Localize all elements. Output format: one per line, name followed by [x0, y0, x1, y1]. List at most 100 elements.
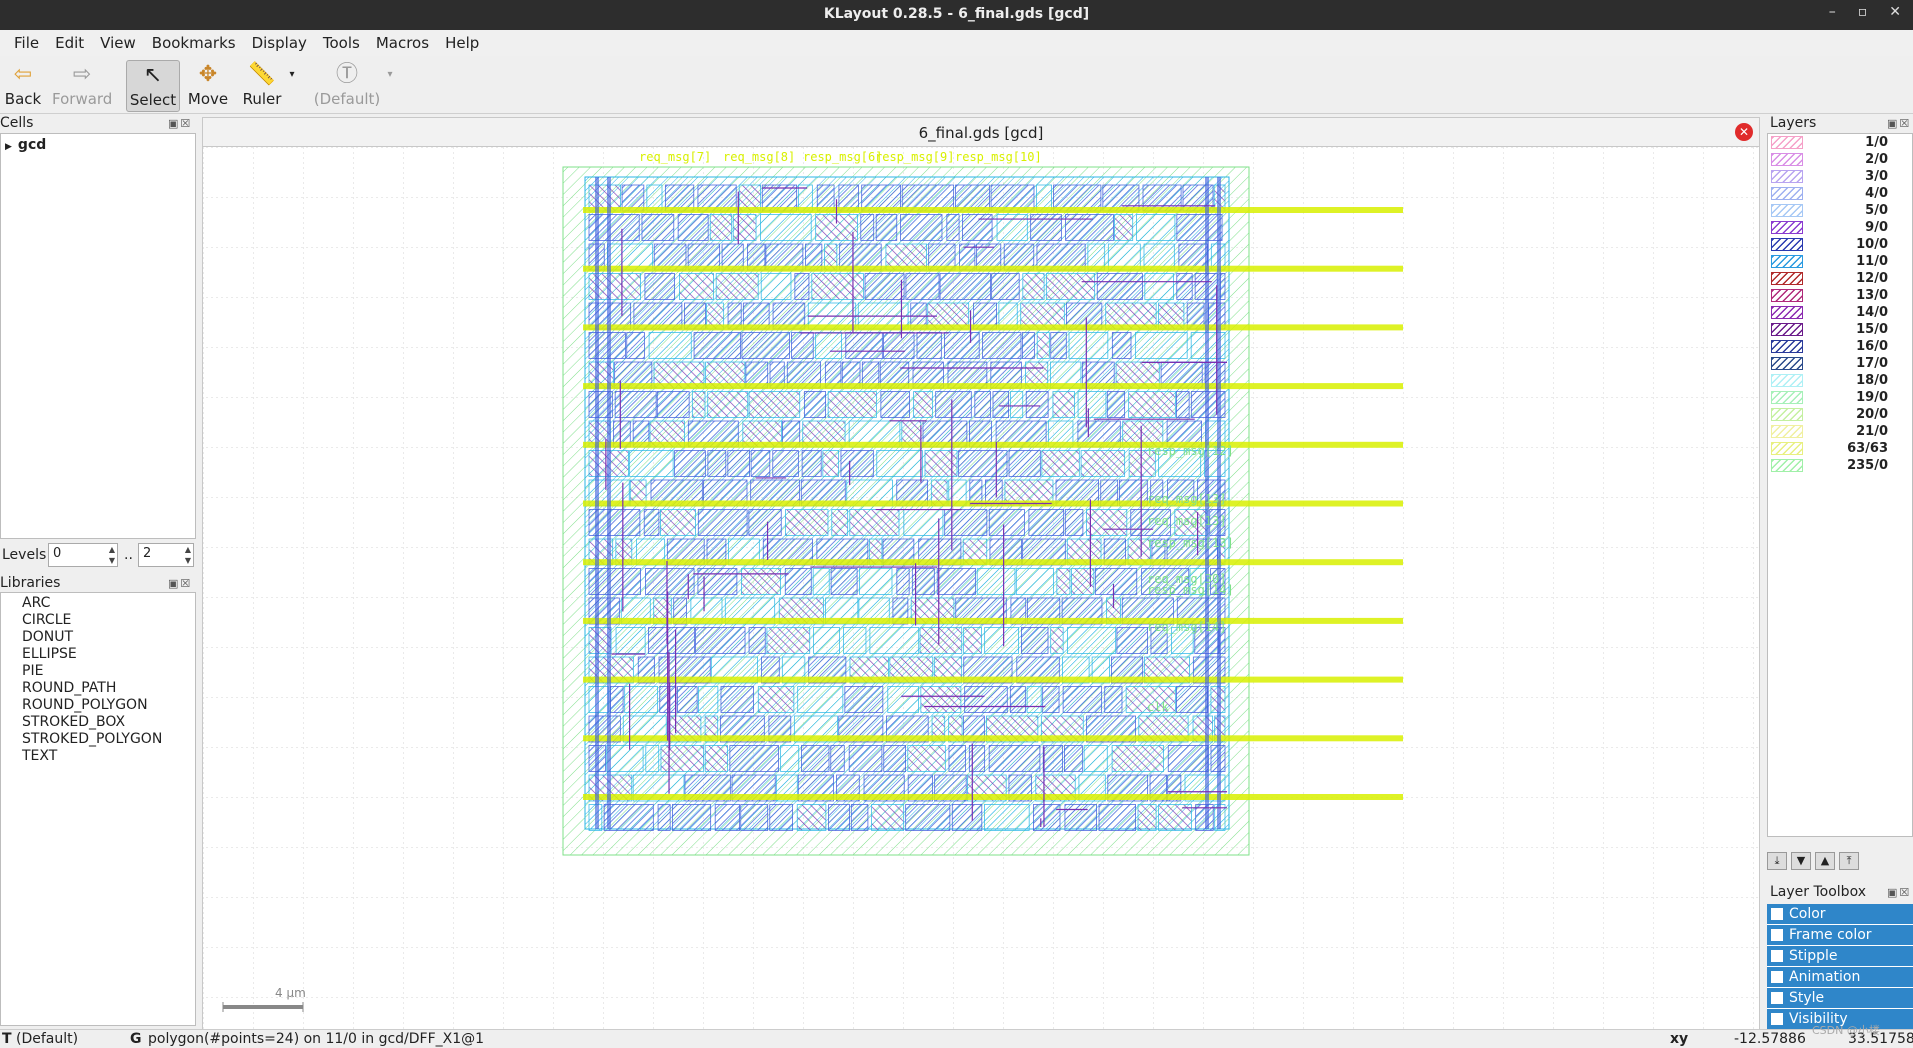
layer-row[interactable]: 11/0: [1768, 253, 1912, 270]
minimize-button[interactable]: –: [1828, 4, 1836, 20]
layer-row[interactable]: 19/0: [1768, 389, 1912, 406]
menu-display[interactable]: Display: [251, 34, 307, 52]
layout-canvas[interactable]: resp_msg[12] req_msg[13] req_msg[13] resp_m…: [202, 147, 1760, 1029]
libraries-dock-controls[interactable]: ▣☒: [168, 577, 193, 590]
power-rail: [583, 794, 1403, 800]
default-mode-button[interactable]: Ⓣ (Default): [313, 62, 381, 108]
toolbox-style[interactable]: Style: [1767, 988, 1913, 1009]
menu-help[interactable]: Help: [445, 34, 480, 52]
std-cell: [1158, 450, 1202, 477]
pin-labels: resp_msg[12] req_msg[13] req_msg[13] resp_m…: [639, 150, 1234, 714]
std-cell: [748, 391, 801, 418]
ruler-button[interactable]: 📏 Ruler: [240, 60, 284, 112]
layer-row[interactable]: 15/0: [1768, 321, 1912, 338]
close-window-button[interactable]: ✕: [1889, 4, 1901, 20]
toolbox-visibility[interactable]: Visibility: [1767, 1009, 1913, 1030]
std-cell: [869, 627, 920, 654]
layer-row[interactable]: 13/0: [1768, 287, 1912, 304]
library-item[interactable]: STROKED_POLYGON: [22, 731, 163, 747]
std-cell: [976, 568, 1016, 595]
libraries-list[interactable]: ARC CIRCLE DONUT ELLIPSE PIE ROUND_PATH …: [0, 592, 196, 1026]
layout-drawing[interactable]: resp_msg[12] req_msg[13] req_msg[13] resp_m…: [203, 147, 1760, 1029]
move-layer-up-icon[interactable]: ▲: [1815, 852, 1835, 870]
library-item[interactable]: ROUND_PATH: [22, 680, 117, 696]
back-button[interactable]: ⇦ Back: [4, 62, 42, 108]
layer-row[interactable]: 16/0: [1768, 338, 1912, 355]
ruler-dropdown[interactable]: ▾: [286, 60, 298, 112]
menu-tools[interactable]: Tools: [322, 34, 360, 52]
library-item[interactable]: TEXT: [22, 748, 58, 764]
menu-view[interactable]: View: [100, 34, 136, 52]
layer-swatch: [1771, 272, 1803, 285]
close-tab-icon[interactable]: ✕: [1735, 123, 1753, 141]
move-button[interactable]: ✥ Move: [187, 62, 229, 108]
layer-row[interactable]: 14/0: [1768, 304, 1912, 321]
toolbox-animation[interactable]: Animation: [1767, 967, 1913, 988]
move-layer-down-icon[interactable]: ▼: [1791, 852, 1811, 870]
layout-tab[interactable]: 6_final.gds [gcd] ✕: [202, 117, 1760, 147]
layer-row[interactable]: 5/0: [1768, 202, 1912, 219]
move-icon: ✥: [198, 62, 218, 87]
forward-button[interactable]: ⇨ Forward: [52, 62, 113, 108]
std-cell: [695, 627, 746, 654]
std-cell: [741, 568, 782, 595]
std-cell: [827, 391, 877, 418]
toolbox-dock-controls[interactable]: ▣☒: [1887, 886, 1912, 899]
cells-dock-controls[interactable]: ▣☒: [168, 117, 193, 130]
cell-tree-item[interactable]: ▶ gcd: [5, 137, 47, 153]
levels-from-spinbox[interactable]: 0 ▲ ▼: [48, 543, 118, 567]
library-item[interactable]: DONUT: [22, 629, 74, 645]
expand-arrow-icon[interactable]: ▶: [5, 142, 12, 152]
move-layer-top-icon[interactable]: ⤒: [1839, 852, 1859, 870]
layer-row[interactable]: 1/0: [1768, 134, 1912, 151]
layer-row[interactable]: 63/63: [1768, 440, 1912, 457]
layers-list[interactable]: 1/0 2/0 3/0 4/0 5/0 9/0 10/0 11/0 12/0 13/0 14/0 15…: [1767, 133, 1913, 837]
menu-bookmarks[interactable]: Bookmarks: [151, 34, 236, 52]
chip-layout[interactable]: [562, 166, 1403, 856]
layer-name: 15/0: [1856, 322, 1888, 337]
menu-edit[interactable]: Edit: [55, 34, 85, 52]
std-cell: [614, 391, 657, 418]
std-cell: [830, 745, 845, 772]
library-item[interactable]: CIRCLE: [22, 612, 72, 628]
select-button[interactable]: ↖ Select: [126, 60, 180, 112]
layer-row[interactable]: 3/0: [1768, 168, 1912, 185]
menu-file[interactable]: File: [14, 34, 40, 52]
layer-row[interactable]: 17/0: [1768, 355, 1912, 372]
library-item[interactable]: STROKED_BOX: [22, 714, 126, 730]
std-cell: [1022, 273, 1045, 300]
std-cell: [1045, 273, 1096, 300]
toolbox-frame-color[interactable]: Frame color: [1767, 925, 1913, 946]
layer-row[interactable]: 20/0: [1768, 406, 1912, 423]
maximize-button[interactable]: ▫: [1857, 4, 1868, 20]
spin-arrows-icon[interactable]: ▲ ▼: [184, 545, 191, 565]
cells-tree[interactable]: ▶ gcd: [0, 133, 196, 539]
toolbox-stipple[interactable]: Stipple: [1767, 946, 1913, 967]
layer-row[interactable]: 4/0: [1768, 185, 1912, 202]
spin-arrows-icon[interactable]: ▲ ▼: [108, 545, 115, 565]
library-item[interactable]: ROUND_POLYGON: [22, 697, 148, 713]
layers-dock-controls[interactable]: ▣☒: [1887, 117, 1912, 130]
toolbox-color[interactable]: Color: [1767, 904, 1913, 925]
move-layer-bottom-icon[interactable]: ⤓: [1767, 852, 1787, 870]
std-cell: [936, 568, 976, 595]
std-cell: [1137, 804, 1157, 831]
default-mode-dropdown[interactable]: ▾: [384, 60, 396, 112]
layer-row[interactable]: 2/0: [1768, 151, 1912, 168]
layer-row[interactable]: 235/0: [1768, 457, 1912, 474]
layer-name: 17/0: [1856, 356, 1888, 371]
std-cell: [1030, 214, 1062, 241]
library-item[interactable]: PIE: [22, 663, 44, 679]
library-item[interactable]: ELLIPSE: [22, 646, 77, 662]
menu-macros[interactable]: Macros: [375, 34, 430, 52]
library-item[interactable]: ARC: [22, 595, 51, 611]
layer-row[interactable]: 18/0: [1768, 372, 1912, 389]
levels-separator: ..: [124, 547, 133, 563]
layer-row[interactable]: 21/0: [1768, 423, 1912, 440]
layer-row[interactable]: 10/0: [1768, 236, 1912, 253]
layer-row[interactable]: 9/0: [1768, 219, 1912, 236]
layer-row[interactable]: 12/0: [1768, 270, 1912, 287]
std-cell: [757, 686, 795, 713]
std-cell: [887, 686, 919, 713]
levels-to-spinbox[interactable]: 2 ▲ ▼: [138, 543, 194, 567]
